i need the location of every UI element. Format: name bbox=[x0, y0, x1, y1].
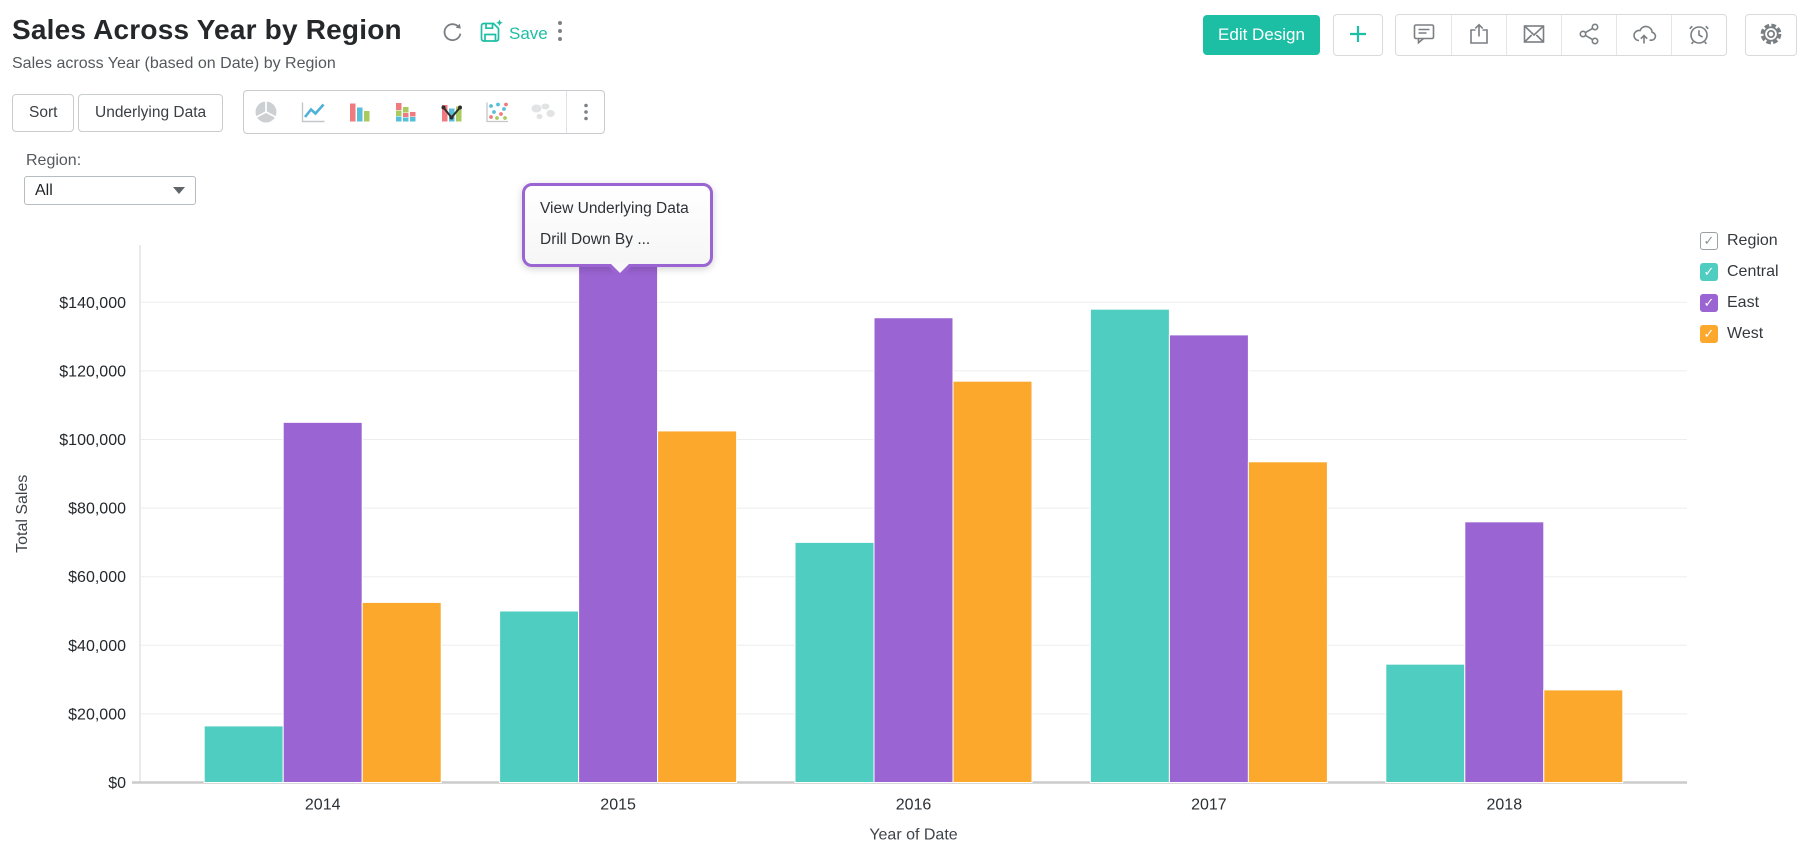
legend-item-central[interactable]: ✓ Central bbox=[1700, 263, 1779, 281]
x-tick-label: 2015 bbox=[600, 797, 636, 814]
comments-icon bbox=[1412, 22, 1436, 49]
y-tick-label: $100,000 bbox=[59, 432, 126, 449]
y-tick-label: $140,000 bbox=[59, 295, 126, 312]
add-button[interactable] bbox=[1333, 14, 1383, 56]
bar-central-2017[interactable] bbox=[1089, 308, 1170, 783]
refresh-icon bbox=[440, 21, 464, 48]
legend: ✓ Region ✓ Central ✓ East ✓ West bbox=[1700, 232, 1779, 356]
x-tick-label: 2016 bbox=[896, 797, 932, 814]
legend-title-row[interactable]: ✓ Region bbox=[1700, 232, 1779, 250]
email-button[interactable] bbox=[1506, 15, 1561, 55]
bar-central-2018[interactable] bbox=[1385, 663, 1466, 784]
plus-icon bbox=[1346, 22, 1370, 49]
line-chart-icon[interactable] bbox=[290, 91, 336, 133]
menu-item-view-underlying-data[interactable]: View Underlying Data bbox=[540, 200, 689, 217]
map-chart-icon[interactable] bbox=[520, 91, 566, 133]
legend-item-east[interactable]: ✓ East bbox=[1700, 294, 1779, 312]
bar-west-2015[interactable] bbox=[657, 430, 738, 784]
legend-title: Region bbox=[1727, 232, 1778, 249]
bar-central-2016[interactable] bbox=[794, 541, 875, 783]
header-more-icon[interactable] bbox=[556, 20, 564, 42]
bar-east-2015[interactable] bbox=[578, 265, 659, 784]
east-checkbox[interactable]: ✓ bbox=[1700, 294, 1718, 312]
bar-central-2014[interactable] bbox=[203, 725, 284, 784]
edit-design-button[interactable]: Edit Design bbox=[1203, 15, 1320, 55]
bar-west-2017[interactable] bbox=[1247, 461, 1328, 783]
x-axis-title: Year of Date bbox=[869, 827, 957, 844]
refresh-button[interactable] bbox=[440, 21, 464, 48]
schedule-button[interactable] bbox=[1671, 15, 1726, 55]
sort-button[interactable]: Sort bbox=[12, 94, 75, 132]
bar-west-2016[interactable] bbox=[952, 380, 1033, 783]
context-menu: View Underlying Data Drill Down By ... bbox=[522, 183, 713, 278]
legend-region-checkbox[interactable]: ✓ bbox=[1700, 232, 1718, 250]
bar-east-2014[interactable] bbox=[282, 421, 363, 783]
export-button[interactable] bbox=[1451, 15, 1506, 55]
chart-type-switcher bbox=[243, 90, 605, 134]
underlying-data-button[interactable]: Underlying Data bbox=[78, 94, 224, 132]
alarm-clock-icon bbox=[1687, 22, 1711, 49]
scatter-chart-icon[interactable] bbox=[474, 91, 520, 133]
share-icon bbox=[1577, 22, 1601, 49]
more-chart-types-icon[interactable] bbox=[566, 91, 604, 133]
stacked-bar-chart-icon[interactable] bbox=[382, 91, 428, 133]
x-tick-label: 2017 bbox=[1191, 797, 1227, 814]
west-checkbox[interactable]: ✓ bbox=[1700, 325, 1718, 343]
page-subtitle: Sales across Year (based on Date) by Reg… bbox=[12, 55, 336, 72]
x-tick-label: 2018 bbox=[1487, 797, 1523, 814]
menu-item-drill-down[interactable]: Drill Down By ... bbox=[540, 231, 651, 248]
share-button[interactable] bbox=[1561, 15, 1616, 55]
x-tick-label: 2014 bbox=[305, 797, 341, 814]
comments-button[interactable] bbox=[1396, 15, 1451, 55]
chevron-down-icon bbox=[173, 187, 185, 194]
bar-chart: $0 $20,000 $40,000 $60,000 $80,000 $100,000 $1… bbox=[14, 245, 1687, 844]
combination-chart-icon[interactable] bbox=[428, 91, 474, 133]
central-checkbox[interactable]: ✓ bbox=[1700, 263, 1718, 281]
publish-button[interactable] bbox=[1616, 15, 1671, 55]
bar-east-2016[interactable] bbox=[873, 317, 954, 784]
settings-button[interactable] bbox=[1745, 14, 1797, 56]
bar-west-2014[interactable] bbox=[361, 601, 442, 783]
pie-chart-icon[interactable] bbox=[244, 91, 290, 133]
y-tick-label: $120,000 bbox=[59, 363, 126, 380]
region-filter-select[interactable]: All bbox=[24, 176, 196, 205]
y-axis-title: Total Sales bbox=[14, 475, 31, 553]
y-tick-label: $20,000 bbox=[68, 706, 126, 723]
save-button[interactable]: Save bbox=[478, 19, 548, 48]
export-icon bbox=[1467, 22, 1491, 49]
save-icon bbox=[478, 19, 504, 48]
bar-central-2015[interactable] bbox=[499, 610, 580, 783]
legend-item-west[interactable]: ✓ West bbox=[1700, 325, 1779, 343]
region-filter-label: Region: bbox=[26, 152, 82, 169]
header-action-bar bbox=[1395, 14, 1727, 56]
cloud-upload-icon bbox=[1631, 22, 1657, 49]
region-filter-value: All bbox=[35, 181, 53, 199]
y-tick-label: $40,000 bbox=[68, 638, 126, 655]
y-tick-label: $80,000 bbox=[68, 501, 126, 518]
bar-east-2017[interactable] bbox=[1168, 334, 1249, 783]
bar-chart-icon[interactable] bbox=[336, 91, 382, 133]
bar-west-2018[interactable] bbox=[1543, 689, 1624, 784]
save-label: Save bbox=[509, 23, 548, 43]
page-title: Sales Across Year by Region bbox=[12, 14, 402, 45]
y-tick-label: $0 bbox=[108, 775, 126, 792]
gear-icon bbox=[1758, 21, 1784, 50]
bar-east-2018[interactable] bbox=[1464, 521, 1545, 783]
email-icon bbox=[1522, 22, 1546, 49]
y-tick-label: $60,000 bbox=[68, 569, 126, 586]
